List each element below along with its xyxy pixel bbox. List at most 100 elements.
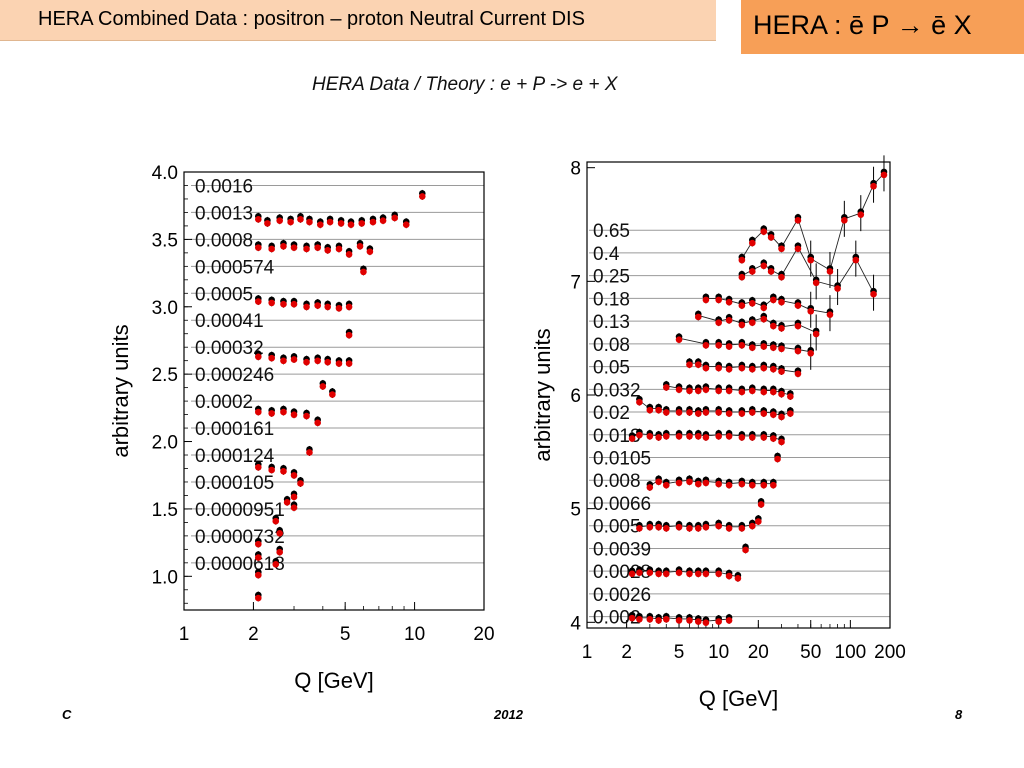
theory-point bbox=[760, 228, 768, 235]
theory-point bbox=[280, 468, 287, 475]
theory-point bbox=[297, 216, 304, 223]
y-tick-label: 3.5 bbox=[152, 230, 178, 251]
theory-point bbox=[760, 364, 768, 372]
theory-point bbox=[748, 300, 756, 307]
bin-label: 0.05 bbox=[593, 358, 630, 379]
theory-point bbox=[774, 455, 781, 463]
theory-point bbox=[702, 342, 710, 349]
theory-point bbox=[767, 234, 775, 241]
x-tick-label: 20 bbox=[473, 624, 494, 645]
bin-label: 0.0105 bbox=[593, 449, 651, 470]
plot-frame bbox=[183, 171, 485, 611]
theory-point bbox=[686, 478, 693, 486]
theory-point bbox=[675, 409, 683, 416]
bin-label: 0.000105 bbox=[195, 473, 274, 494]
x-axis-label: Q [GeV] bbox=[294, 668, 373, 693]
theory-point bbox=[646, 432, 654, 440]
theory-point bbox=[760, 434, 768, 441]
theory-point bbox=[702, 619, 710, 626]
theory-point bbox=[276, 548, 283, 556]
theory-point bbox=[290, 411, 298, 419]
theory-point bbox=[787, 410, 794, 417]
theory-point bbox=[303, 358, 310, 366]
theory-point bbox=[870, 182, 877, 190]
theory-point bbox=[702, 296, 710, 304]
theory-point bbox=[268, 245, 275, 253]
series-line bbox=[741, 246, 874, 293]
theory-point bbox=[715, 618, 722, 625]
theory-point bbox=[276, 530, 283, 537]
theory-point bbox=[748, 344, 756, 351]
theory-point bbox=[655, 617, 662, 624]
theory-point bbox=[655, 570, 662, 578]
y-tick-label: 1.5 bbox=[152, 500, 178, 521]
theory-point bbox=[694, 570, 702, 578]
theory-point bbox=[319, 383, 327, 390]
x-tick-label: 1 bbox=[179, 624, 190, 645]
theory-point bbox=[675, 336, 683, 343]
theory-point bbox=[702, 386, 710, 393]
footer-center: 2012 bbox=[494, 707, 523, 722]
theory-point bbox=[725, 525, 733, 532]
bin-label: 0.0000951 bbox=[195, 500, 285, 521]
theory-point bbox=[662, 615, 670, 623]
y-axis-label: arbitrary units bbox=[108, 324, 133, 457]
theory-point bbox=[725, 617, 733, 624]
bin-label: 0.000574 bbox=[195, 257, 275, 278]
theory-point bbox=[254, 216, 262, 223]
theory-point bbox=[686, 525, 693, 532]
y-axis-label: arbitrary units bbox=[530, 328, 555, 461]
plot-heading: HERA Data / Theory : e + P -> e + X bbox=[312, 74, 618, 95]
bin-label: 0.02 bbox=[593, 403, 630, 424]
theory-point bbox=[314, 302, 321, 309]
bin-label: 0.13 bbox=[593, 312, 630, 333]
bin-label: 0.0000618 bbox=[195, 554, 285, 575]
theory-point bbox=[760, 410, 768, 417]
x-tick-label: 2 bbox=[248, 624, 259, 645]
theory-point bbox=[748, 239, 756, 247]
theory-point bbox=[826, 311, 834, 318]
theory-point bbox=[852, 256, 860, 264]
x-tick-label: 5 bbox=[674, 642, 685, 663]
bin-label: 0.00041 bbox=[195, 311, 264, 332]
theory-point bbox=[283, 499, 291, 506]
theory-point bbox=[268, 466, 275, 474]
theory-point bbox=[379, 217, 387, 224]
theory-point bbox=[694, 313, 702, 321]
theory-point bbox=[646, 523, 654, 531]
theory-point bbox=[276, 217, 283, 224]
theory-point bbox=[694, 525, 702, 532]
bin-label: 0.0000732 bbox=[195, 527, 285, 548]
theory-point bbox=[807, 256, 815, 264]
theory-point bbox=[794, 322, 802, 330]
bin-label: 0.0016 bbox=[195, 176, 253, 197]
theory-point bbox=[646, 615, 654, 623]
theory-point bbox=[306, 218, 313, 226]
theory-point bbox=[725, 481, 733, 489]
theory-point bbox=[280, 300, 287, 308]
theory-point bbox=[738, 480, 746, 488]
slide-title: HERA Combined Data : positron – proton N… bbox=[38, 8, 585, 30]
theory-point bbox=[725, 298, 733, 306]
theory-point bbox=[778, 368, 785, 375]
theory-point bbox=[778, 438, 785, 446]
theory-point bbox=[725, 343, 733, 350]
theory-point bbox=[345, 360, 353, 367]
theory-point bbox=[760, 343, 768, 350]
theory-point bbox=[748, 387, 756, 395]
bin-label: 0.008 bbox=[593, 471, 641, 492]
bin-label: 0.0026 bbox=[593, 585, 651, 606]
theory-point bbox=[748, 409, 756, 416]
theory-point bbox=[715, 387, 722, 395]
theory-point bbox=[794, 245, 802, 253]
theory-point bbox=[314, 419, 321, 427]
theory-point bbox=[807, 307, 815, 315]
theory-point bbox=[335, 245, 343, 253]
bin-label: 0.002 bbox=[593, 608, 641, 629]
y-tick-label: 5 bbox=[570, 500, 581, 521]
theory-point bbox=[326, 218, 334, 226]
theory-point bbox=[290, 472, 298, 479]
theory-point bbox=[686, 409, 693, 416]
theory-point bbox=[418, 193, 426, 200]
